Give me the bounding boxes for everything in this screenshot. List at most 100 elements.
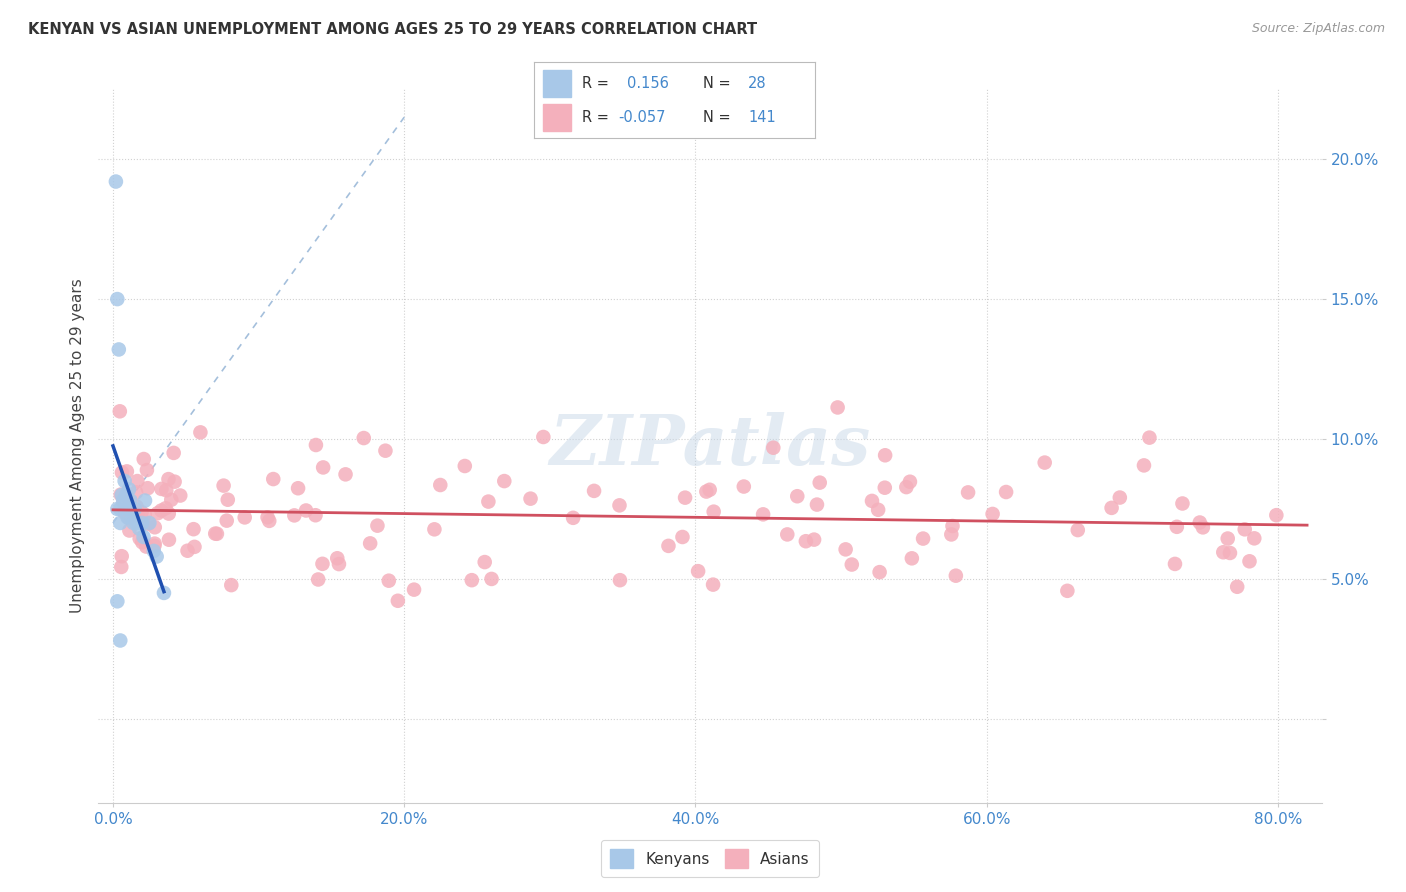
Asians — [217, 492, 239, 507]
Kenyans — [132, 530, 155, 544]
Asians — [353, 431, 375, 445]
Asians — [205, 526, 228, 541]
Asians — [703, 505, 725, 519]
Asians — [125, 500, 148, 514]
Asians — [115, 464, 138, 478]
Asians — [1067, 523, 1090, 537]
Asians — [359, 536, 381, 550]
Asians — [366, 518, 388, 533]
Kenyans — [145, 549, 167, 564]
Kenyans — [105, 292, 128, 306]
Kenyans — [104, 175, 127, 189]
Asians — [583, 483, 606, 498]
Asians — [806, 498, 828, 512]
Asians — [122, 509, 145, 524]
Asians — [454, 458, 477, 473]
Kenyans — [124, 502, 146, 516]
Text: N =: N = — [703, 110, 731, 125]
Asians — [481, 572, 503, 586]
Asians — [134, 508, 156, 522]
Kenyans — [142, 544, 165, 558]
Kenyans — [118, 483, 141, 497]
Asians — [307, 573, 329, 587]
Kenyans — [122, 516, 145, 530]
Asians — [257, 514, 280, 528]
Asians — [157, 533, 180, 547]
Kenyans — [134, 493, 156, 508]
Asians — [112, 495, 135, 509]
Asians — [808, 475, 831, 490]
Asians — [673, 491, 696, 505]
Asians — [1166, 520, 1188, 534]
Asians — [860, 494, 883, 508]
Asians — [1164, 557, 1187, 571]
Asians — [125, 485, 148, 500]
Asians — [117, 499, 139, 513]
Asians — [873, 481, 896, 495]
Asians — [374, 443, 396, 458]
Asians — [150, 482, 173, 496]
Asians — [981, 507, 1004, 521]
Asians — [429, 478, 451, 492]
Kenyans — [105, 502, 128, 516]
Text: KENYAN VS ASIAN UNEMPLOYMENT AMONG AGES 25 TO 29 YEARS CORRELATION CHART: KENYAN VS ASIAN UNEMPLOYMENT AMONG AGES … — [28, 22, 758, 37]
Kenyans — [110, 502, 132, 516]
Asians — [1133, 458, 1156, 473]
Text: R =: R = — [582, 76, 609, 91]
Kenyans — [138, 516, 160, 530]
Asians — [111, 549, 134, 564]
Asians — [157, 472, 180, 486]
Asians — [519, 491, 541, 506]
Asians — [752, 508, 775, 522]
Asians — [304, 508, 326, 523]
Asians — [461, 573, 484, 587]
Asians — [136, 481, 159, 495]
Asians — [834, 542, 856, 557]
Asians — [423, 522, 446, 536]
Asians — [136, 516, 159, 531]
Asians — [378, 574, 401, 588]
Asians — [1233, 522, 1256, 536]
Asians — [157, 507, 180, 521]
Asians — [146, 506, 169, 520]
Asians — [733, 479, 755, 493]
Asians — [127, 474, 149, 488]
Asians — [212, 478, 235, 492]
Asians — [1226, 580, 1249, 594]
Asians — [941, 527, 963, 541]
Asians — [132, 452, 155, 467]
Asians — [311, 557, 333, 571]
Asians — [118, 524, 141, 538]
Asians — [945, 568, 967, 582]
Asians — [1219, 546, 1241, 560]
Bar — [543, 70, 571, 96]
Kenyans — [128, 522, 150, 536]
Asians — [287, 481, 309, 495]
Asians — [150, 503, 173, 517]
Asians — [657, 539, 679, 553]
Asians — [776, 527, 799, 541]
Asians — [912, 532, 935, 546]
Asians — [898, 475, 921, 489]
Asians — [1171, 496, 1194, 510]
Asians — [312, 460, 335, 475]
Asians — [256, 510, 278, 524]
Asians — [143, 520, 166, 534]
Kenyans — [153, 586, 176, 600]
Bar — [543, 104, 571, 130]
Asians — [160, 492, 183, 507]
Kenyans — [117, 510, 139, 524]
Asians — [155, 501, 177, 516]
Asians — [477, 494, 499, 508]
Asians — [283, 508, 305, 523]
Asians — [114, 506, 136, 520]
Asians — [957, 485, 980, 500]
Asians — [1243, 532, 1265, 546]
Asians — [562, 511, 585, 525]
Asians — [111, 466, 134, 480]
Asians — [233, 510, 256, 524]
Kenyans — [121, 510, 143, 524]
Kenyans — [108, 343, 131, 357]
Kenyans — [117, 502, 139, 516]
Asians — [827, 401, 849, 415]
